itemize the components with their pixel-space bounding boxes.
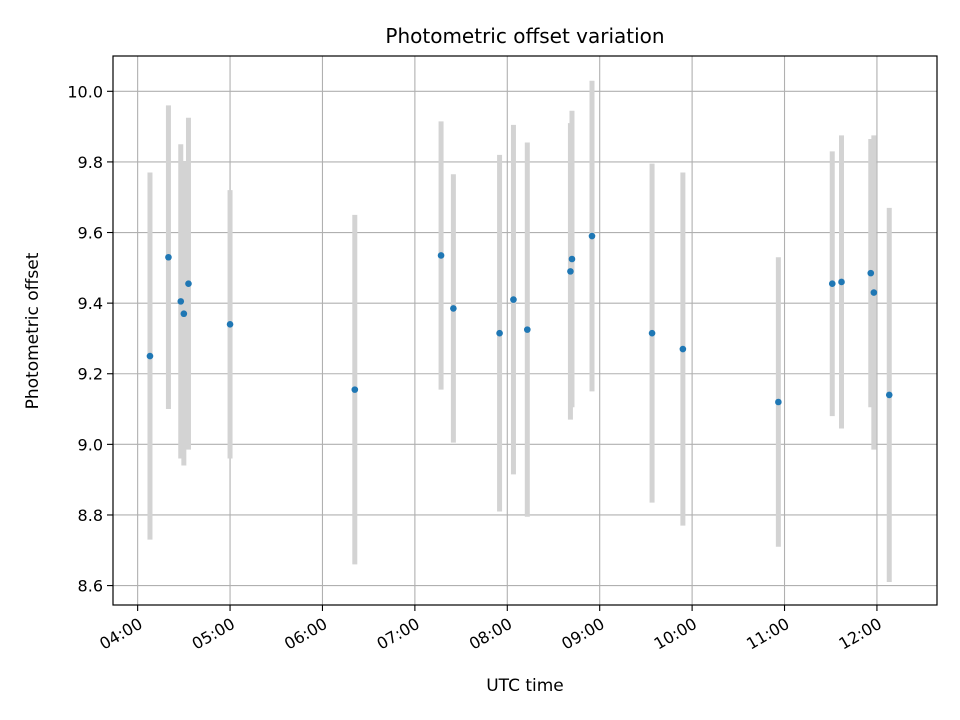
data-point xyxy=(510,296,517,303)
chart-title: Photometric offset variation xyxy=(385,24,664,48)
y-axis-ticks: 8.6 8.8 9.0 9.2 9.4 9.6 9.8 10.0 xyxy=(67,82,113,596)
x-axis-ticks: 04:00 05:00 06:00 07:00 08:00 09:00 10:00 11:00… xyxy=(96,605,885,654)
data-point xyxy=(828,280,836,288)
y-tick-label: 9.4 xyxy=(78,294,103,313)
data-point xyxy=(838,278,845,286)
data-point xyxy=(588,232,596,240)
data-point xyxy=(648,329,656,337)
y-tick-label: 10.0 xyxy=(67,82,103,101)
data-points xyxy=(146,232,893,406)
x-tick-label: 04:00 xyxy=(96,614,145,654)
x-tick-label: 09:00 xyxy=(558,614,607,654)
x-axis-title: UTC time xyxy=(486,676,564,696)
error-bars xyxy=(147,80,892,583)
data-point xyxy=(496,329,503,337)
x-tick-label: 12:00 xyxy=(836,614,885,654)
plot-frame xyxy=(112,55,938,606)
data-point xyxy=(165,253,172,261)
y-tick-label: 9.8 xyxy=(78,153,103,172)
data-point xyxy=(177,298,185,305)
y-tick-label: 9.0 xyxy=(78,435,103,454)
data-point xyxy=(185,280,192,288)
data-point xyxy=(146,352,154,360)
y-tick-label: 9.6 xyxy=(78,224,103,243)
data-point xyxy=(567,268,574,275)
y-tick-label: 9.2 xyxy=(78,365,103,384)
data-point xyxy=(450,305,457,312)
data-point xyxy=(885,391,893,399)
x-tick-label: 11:00 xyxy=(743,614,792,654)
data-point xyxy=(524,326,531,333)
y-axis-title: Photometric offset xyxy=(23,252,43,409)
x-tick-label: 06:00 xyxy=(281,614,330,654)
data-point xyxy=(568,255,576,263)
x-tick-label: 07:00 xyxy=(373,614,422,654)
x-tick-label: 08:00 xyxy=(466,614,515,654)
data-point xyxy=(351,386,359,393)
data-point xyxy=(867,269,875,277)
data-point xyxy=(437,252,445,259)
data-point xyxy=(870,289,878,296)
data-point xyxy=(679,345,687,353)
data-point xyxy=(775,398,782,406)
data-point xyxy=(180,310,188,318)
x-tick-label: 05:00 xyxy=(189,614,238,654)
x-tick-label: 10:00 xyxy=(651,614,700,654)
y-tick-label: 8.6 xyxy=(78,577,103,596)
y-tick-label: 8.8 xyxy=(78,506,103,525)
data-point xyxy=(226,321,234,328)
